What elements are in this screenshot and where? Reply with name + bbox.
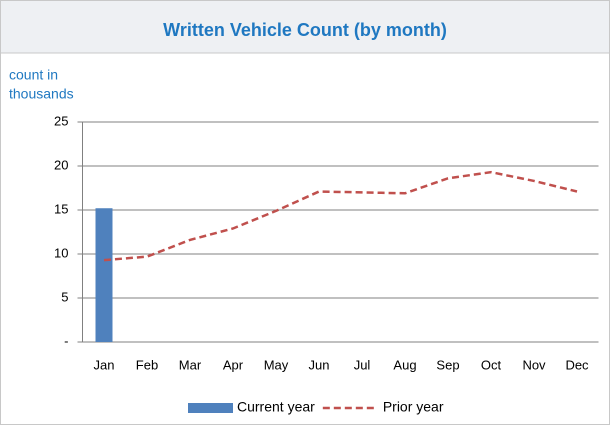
bar: [95, 208, 113, 342]
x-tick-label: Sep: [436, 357, 459, 372]
x-tick-label: Feb: [136, 357, 158, 372]
x-tick-label: Aug: [393, 357, 416, 372]
y-tick-label: -: [64, 333, 68, 348]
x-tick-label: Mar: [179, 357, 202, 372]
line: [103, 170, 578, 262]
y-tick-label: 25: [54, 113, 68, 128]
x-tick-label: Jun: [309, 357, 330, 372]
legend-label: Prior year: [383, 399, 444, 415]
x-tick-label: Oct: [481, 357, 502, 372]
legend-swatch: [188, 403, 233, 413]
y-axis-label: thousands: [9, 86, 74, 102]
x-tick-label: Jul: [354, 357, 371, 372]
y-axis-label: count in: [9, 67, 58, 83]
x-tick-label: Dec: [565, 357, 589, 372]
y-tick-label: 10: [54, 245, 68, 260]
chart-title: Written Vehicle Count (by month): [163, 20, 447, 40]
y-tick-label: 20: [54, 157, 68, 172]
x-tick-label: Nov: [522, 357, 546, 372]
y-tick-label: 15: [54, 201, 68, 216]
legend-label: Current year: [237, 399, 315, 415]
x-tick-label: Apr: [223, 357, 244, 372]
y-tick-label: 5: [61, 289, 68, 304]
header-band: [1, 1, 609, 53]
x-tick-label: Jan: [94, 357, 115, 372]
x-tick-label: May: [264, 357, 289, 372]
